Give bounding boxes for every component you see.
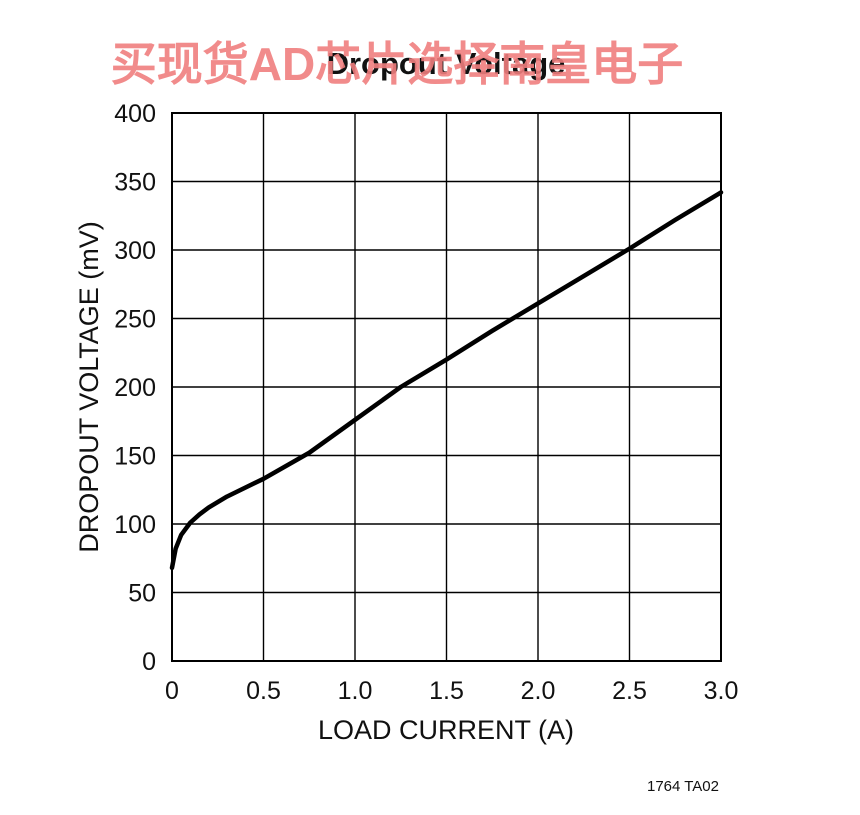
grid (172, 113, 721, 661)
plot-border (171, 112, 722, 662)
y-tick-label-2: 100 (114, 511, 156, 539)
x-axis-label: LOAD CURRENT (A) (318, 715, 574, 745)
y-axis-label: DROPOUT VOLTAGE (mV) (74, 221, 104, 553)
y-tick-label-6: 300 (114, 237, 156, 265)
series-line-0 (169, 190, 724, 571)
y-tick-label-1: 50 (128, 580, 156, 608)
figure-code: 1764 TA02 (647, 778, 719, 795)
y-tick-label-4: 200 (114, 374, 156, 402)
x-tick-label-4: 2.0 (521, 677, 556, 705)
x-tick-label-3: 1.5 (429, 677, 464, 705)
y-tick-label-5: 250 (114, 306, 156, 334)
x-tick-label-0: 0 (165, 677, 179, 705)
y-tick-label-7: 350 (114, 169, 156, 197)
watermark-text: 买现货AD芯片选择南皇电子 (111, 38, 683, 90)
series-layer (169, 190, 724, 571)
y-tick-labels: 0 50 100 150 200 250 300 350 400 (114, 100, 156, 676)
plot-frame (171, 112, 722, 662)
x-tick-label-5: 2.5 (612, 677, 647, 705)
x-tick-labels: 0 0.5 1.0 1.5 2.0 2.5 3.0 (165, 677, 738, 705)
x-tick-label-6: 3.0 (704, 677, 739, 705)
x-tick-label-1: 0.5 (246, 677, 281, 705)
chart-title: Dropout Voltage (327, 46, 566, 81)
y-tick-label-0: 0 (142, 648, 156, 676)
y-tick-label-3: 150 (114, 443, 156, 471)
x-tick-label-2: 1.0 (338, 677, 373, 705)
y-tick-label-8: 400 (114, 100, 156, 128)
